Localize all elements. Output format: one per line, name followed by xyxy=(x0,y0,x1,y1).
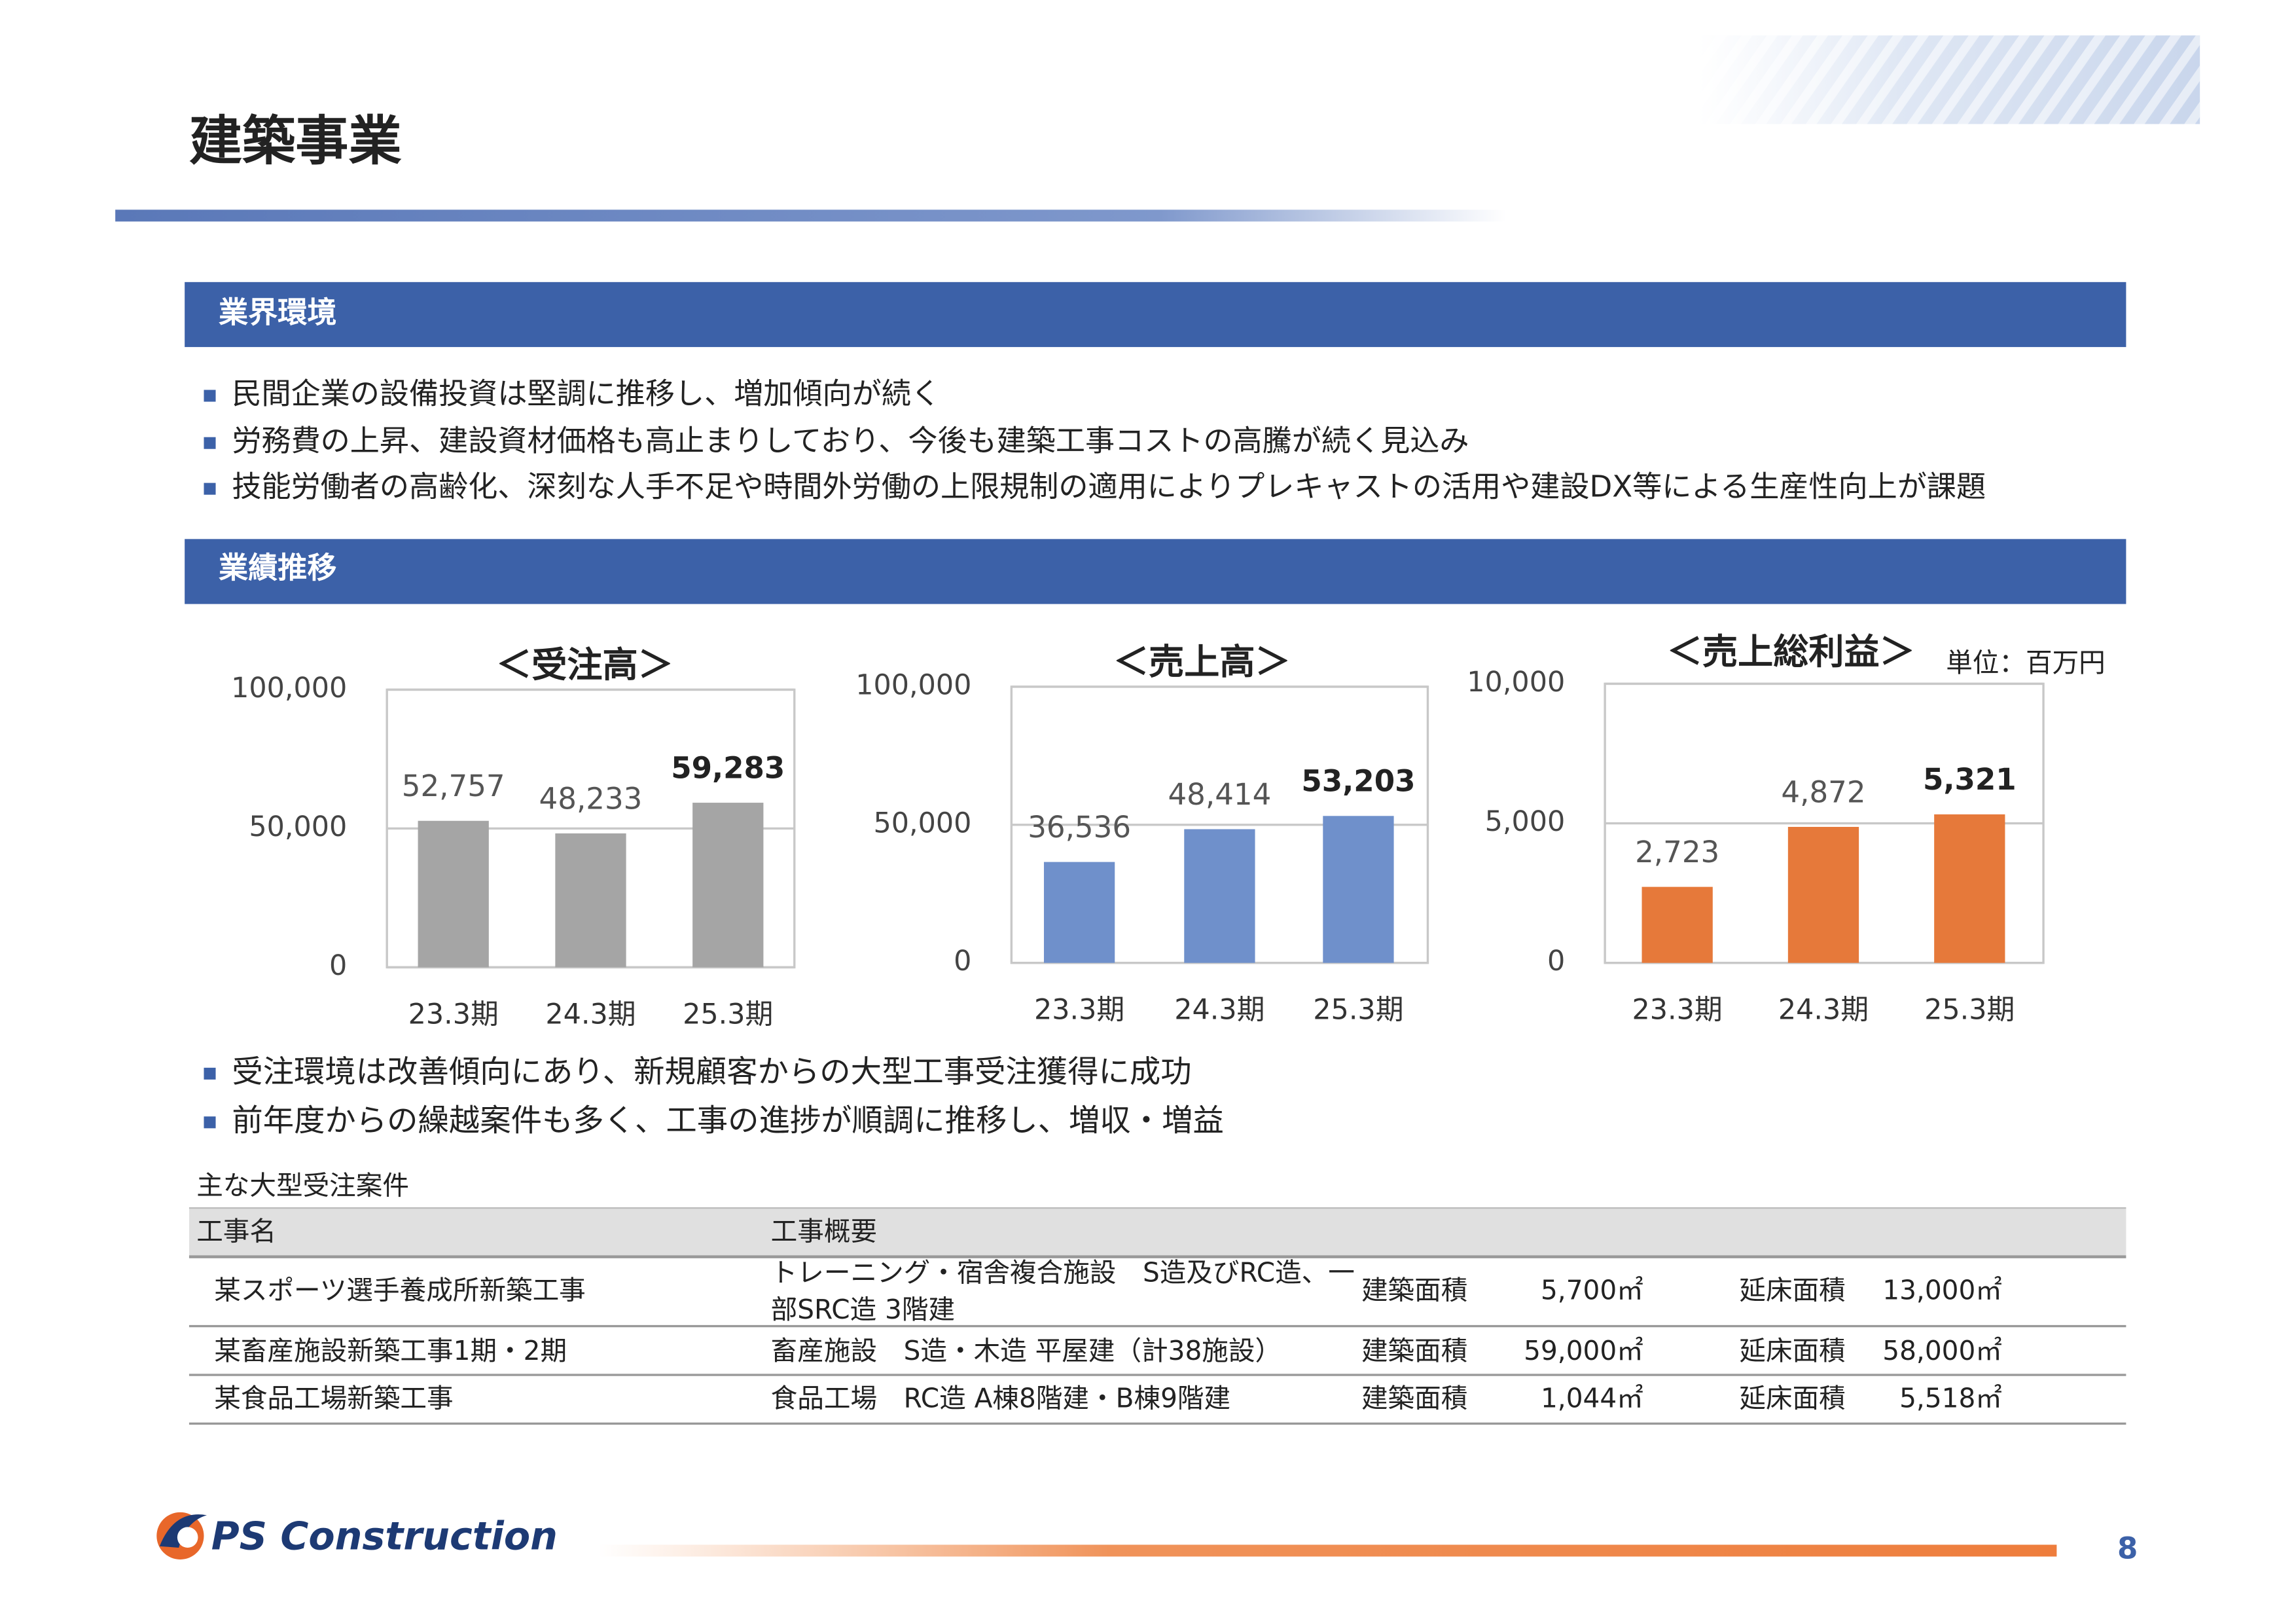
area-value: 13,000㎡ xyxy=(1882,1275,2002,1306)
area-label: 延床面積 xyxy=(1739,1382,1845,1413)
table-header-bg xyxy=(188,1208,2126,1256)
bullet-text: 受注環境は改善傾向にあり、新規顧客からの大型工事受注獲得に成功 xyxy=(232,1054,1191,1090)
corner-stripes xyxy=(1698,35,2200,124)
area-value: 1,044㎡ xyxy=(1541,1382,1643,1413)
project-summary: トレーニング・宿舎複合施設 S造及びRC造、一 xyxy=(771,1257,1355,1288)
section-heading: 業界環境 xyxy=(219,295,336,329)
value-label: 36,536 xyxy=(1028,810,1131,845)
bullet-marker xyxy=(204,1067,216,1080)
bar xyxy=(1787,827,1859,963)
bullet-text: 民間企業の設備投資は堅調に推移し、増加傾向が続く xyxy=(232,376,941,411)
area-label: 延床面積 xyxy=(1739,1335,1845,1366)
value-label: 48,233 xyxy=(539,781,643,816)
area-label: 延床面積 xyxy=(1739,1275,1845,1306)
table-column-header: 工事名 xyxy=(196,1215,276,1247)
footer-line xyxy=(598,1544,2057,1557)
bullet-marker xyxy=(204,390,216,402)
x-tick-label: 25.3期 xyxy=(1313,994,1403,1027)
project-summary: 部SRC造 3階建 xyxy=(771,1294,955,1325)
value-label: 52,757 xyxy=(402,769,505,803)
value-label: 4,872 xyxy=(1781,775,1865,809)
area-value: 59,000㎡ xyxy=(1524,1335,1643,1366)
area-value: 58,000㎡ xyxy=(1882,1335,2002,1366)
value-label: 53,203 xyxy=(1301,764,1415,799)
unit-note: 単位：百万円 xyxy=(1946,647,2106,678)
x-tick-label: 24.3期 xyxy=(1174,994,1265,1027)
x-tick-label: 23.3期 xyxy=(408,998,499,1030)
chart-title: ＜売上総利益＞ xyxy=(1667,631,1915,672)
value-label: 2,723 xyxy=(1635,835,1719,869)
page-number: 8 xyxy=(2117,1531,2138,1565)
y-tick-label: 10,000 xyxy=(1467,666,1565,699)
section-bar xyxy=(185,282,2126,348)
project-summary: 畜産施設 S造・木造 平屋建（計38施設） xyxy=(771,1335,1282,1366)
logo-text: PS Construction xyxy=(211,1514,558,1559)
bullet-text: 前年度からの繰越案件も多く、工事の進捗が順調に推移し、増収・増益 xyxy=(232,1103,1224,1139)
section-heading: 業績推移 xyxy=(219,551,336,585)
x-tick-label: 23.3期 xyxy=(1632,994,1723,1027)
table-caption: 主な大型受注案件 xyxy=(196,1170,409,1201)
x-tick-label: 23.3期 xyxy=(1034,994,1124,1027)
y-tick-label: 100,000 xyxy=(231,672,347,704)
table-column-header: 工事概要 xyxy=(771,1215,877,1247)
bullet-text: 技能労働者の高齢化、深刻な人手不足や時間外労働の上限規制の適用によりプレキャスト… xyxy=(232,469,1986,504)
y-tick-label: 0 xyxy=(329,949,347,982)
bar xyxy=(692,803,764,968)
chart-title: ＜売上高＞ xyxy=(1113,642,1291,683)
y-tick-label: 50,000 xyxy=(249,811,347,843)
bar xyxy=(1934,814,2005,963)
area-label: 建築面積 xyxy=(1361,1335,1467,1366)
y-tick-label: 0 xyxy=(1547,945,1565,977)
chart-title: ＜受注高＞ xyxy=(496,644,673,685)
project-summary: 食品工場 RC造 A棟8階建・B棟9階建 xyxy=(771,1382,1230,1413)
x-tick-label: 24.3期 xyxy=(1778,994,1869,1027)
project-name: 某畜産施設新築工事1期・2期 xyxy=(214,1335,567,1366)
page-title: 建築事業 xyxy=(189,111,402,173)
bar xyxy=(555,833,626,968)
logo-mark xyxy=(156,1512,207,1560)
project-name: 某スポーツ選手養成所新築工事 xyxy=(214,1275,586,1306)
bullet-text: 労務費の上昇、建設資材価格も高止まりしており、今後も建築工事コストの高騰が続く見… xyxy=(232,424,1469,458)
x-tick-label: 25.3期 xyxy=(683,998,773,1030)
y-tick-label: 0 xyxy=(954,945,971,977)
title-underline xyxy=(115,210,1507,222)
value-label: 59,283 xyxy=(671,750,785,785)
y-tick-label: 50,000 xyxy=(874,807,972,839)
bar xyxy=(1184,829,1255,963)
section-bar xyxy=(185,539,2126,604)
y-tick-label: 5,000 xyxy=(1485,805,1566,838)
bar xyxy=(1323,816,1394,963)
x-tick-label: 24.3期 xyxy=(545,998,636,1030)
area-label: 建築面積 xyxy=(1361,1275,1467,1306)
bullet-marker xyxy=(204,483,216,495)
bullet-marker xyxy=(204,1116,216,1129)
x-tick-label: 25.3期 xyxy=(1924,994,2015,1027)
area-value: 5,518㎡ xyxy=(1899,1382,2002,1413)
bar xyxy=(1043,862,1115,963)
bar xyxy=(418,820,489,968)
value-label: 5,321 xyxy=(1923,762,2017,797)
y-tick-label: 100,000 xyxy=(855,668,971,701)
project-name: 某食品工場新築工事 xyxy=(214,1382,453,1413)
area-value: 5,700㎡ xyxy=(1541,1275,1643,1306)
value-label: 48,414 xyxy=(1168,777,1271,812)
bar xyxy=(1641,886,1713,963)
bullet-marker xyxy=(204,437,216,449)
area-label: 建築面積 xyxy=(1361,1382,1467,1413)
